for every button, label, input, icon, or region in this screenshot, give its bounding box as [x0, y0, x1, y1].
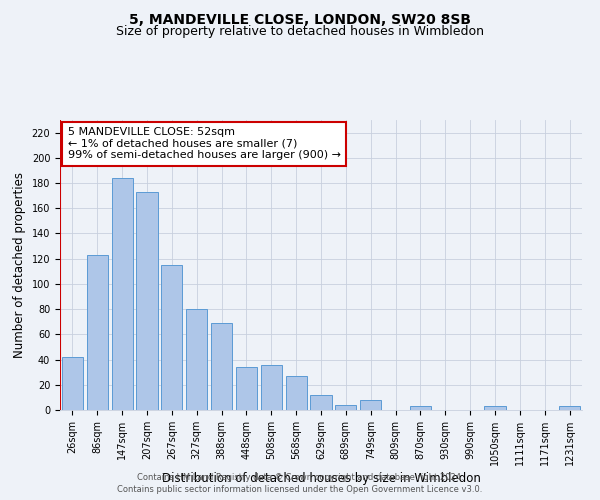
Y-axis label: Number of detached properties: Number of detached properties	[13, 172, 26, 358]
Bar	[335, 405, 356, 410]
Bar	[360, 400, 381, 410]
Bar	[87, 255, 108, 410]
Bar	[559, 406, 580, 410]
Text: 5 MANDEVILLE CLOSE: 52sqm
← 1% of detached houses are smaller (7)
99% of semi-de: 5 MANDEVILLE CLOSE: 52sqm ← 1% of detach…	[68, 127, 341, 160]
Bar	[136, 192, 158, 410]
Bar	[310, 395, 332, 410]
Text: Size of property relative to detached houses in Wimbledon: Size of property relative to detached ho…	[116, 25, 484, 38]
Bar	[112, 178, 133, 410]
Bar	[236, 367, 257, 410]
Text: Contains public sector information licensed under the Open Government Licence v3: Contains public sector information licen…	[118, 484, 482, 494]
Bar	[161, 265, 182, 410]
Bar	[211, 323, 232, 410]
Bar	[261, 364, 282, 410]
Bar	[410, 406, 431, 410]
Bar	[186, 309, 207, 410]
Bar	[62, 357, 83, 410]
Text: Contains HM Land Registry data © Crown copyright and database right 2024.: Contains HM Land Registry data © Crown c…	[137, 473, 463, 482]
X-axis label: Distribution of detached houses by size in Wimbledon: Distribution of detached houses by size …	[161, 472, 481, 485]
Text: 5, MANDEVILLE CLOSE, LONDON, SW20 8SB: 5, MANDEVILLE CLOSE, LONDON, SW20 8SB	[129, 12, 471, 26]
Bar	[484, 406, 506, 410]
Bar	[286, 376, 307, 410]
